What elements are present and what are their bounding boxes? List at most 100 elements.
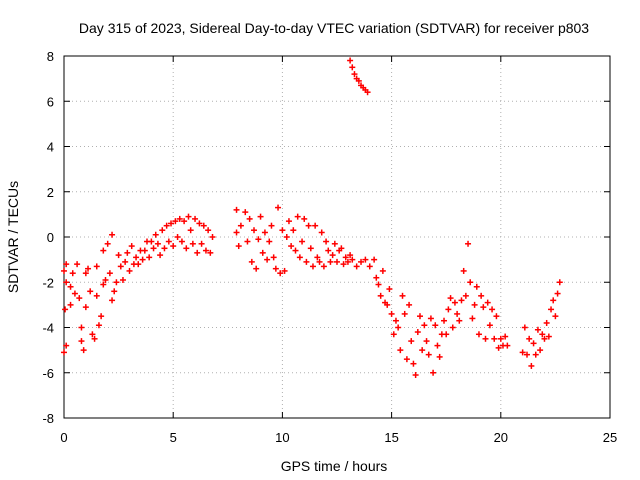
data-point — [434, 342, 441, 349]
data-point — [233, 206, 240, 213]
data-point — [447, 295, 454, 302]
data-point — [364, 89, 371, 96]
data-point — [117, 263, 124, 270]
data-point — [63, 261, 70, 268]
data-point — [403, 356, 410, 363]
data-point — [264, 256, 271, 263]
data-point — [242, 209, 249, 216]
data-point — [414, 329, 421, 336]
data-point — [537, 347, 544, 354]
data-point — [478, 292, 485, 299]
data-point — [471, 301, 478, 308]
x-tick-label: 5 — [170, 430, 177, 445]
data-point — [202, 247, 209, 254]
data-point — [392, 317, 399, 324]
data-point — [545, 333, 552, 340]
data-point — [532, 351, 539, 358]
data-point — [325, 247, 332, 254]
data-point — [124, 249, 131, 256]
data-point — [74, 261, 81, 268]
data-point — [141, 247, 148, 254]
data-point — [543, 319, 550, 326]
data-point — [473, 283, 480, 290]
data-point — [296, 254, 303, 261]
data-point — [458, 297, 465, 304]
data-point — [154, 240, 161, 247]
data-point — [87, 288, 94, 295]
data-point — [181, 218, 188, 225]
data-point — [170, 243, 177, 250]
data-point — [272, 265, 279, 272]
data-point — [244, 238, 251, 245]
data-point — [432, 322, 439, 329]
data-point — [482, 335, 489, 342]
data-point — [344, 258, 351, 265]
data-point — [161, 245, 168, 252]
data-point — [323, 238, 330, 245]
data-point — [480, 304, 487, 311]
y-tick-label: -6 — [42, 366, 54, 381]
data-point — [111, 288, 118, 295]
data-point — [150, 245, 157, 252]
data-point — [410, 360, 417, 367]
data-points — [61, 57, 563, 379]
data-point — [126, 267, 133, 274]
data-point — [285, 218, 292, 225]
data-point — [82, 270, 89, 277]
data-point — [493, 313, 500, 320]
data-point — [366, 263, 373, 270]
data-point — [327, 258, 334, 265]
data-point — [80, 347, 87, 354]
data-point — [128, 243, 135, 250]
x-tick-label: 0 — [60, 430, 67, 445]
data-point — [379, 267, 386, 274]
data-point — [237, 222, 244, 229]
data-point — [248, 258, 255, 265]
data-point — [277, 270, 284, 277]
data-point — [98, 313, 105, 320]
data-point — [401, 310, 408, 317]
data-point — [528, 362, 535, 369]
data-point — [421, 322, 428, 329]
data-point — [63, 342, 70, 349]
data-point — [198, 240, 205, 247]
data-point — [283, 234, 290, 240]
data-point — [257, 213, 264, 220]
axis-tick-labels: 0 5 10 15 20 25 -8 -6 -4 -2 0 2 4 6 8 — [42, 49, 617, 445]
data-point — [312, 222, 319, 229]
data-point — [259, 249, 266, 256]
x-tick-label: 25 — [603, 430, 617, 445]
data-point — [205, 227, 212, 234]
data-point — [465, 240, 472, 247]
data-point — [192, 215, 199, 222]
data-point — [475, 331, 482, 338]
data-point — [61, 349, 67, 356]
data-point — [358, 258, 365, 265]
data-point — [69, 270, 76, 277]
data-point — [355, 77, 362, 84]
data-point — [233, 229, 240, 236]
data-point — [386, 286, 393, 293]
y-tick-label: -2 — [42, 275, 54, 290]
data-point — [530, 340, 537, 347]
data-point — [115, 252, 122, 259]
data-point — [384, 301, 391, 308]
data-point — [301, 215, 308, 222]
data-point — [469, 315, 476, 322]
data-point — [119, 276, 126, 283]
data-point — [185, 213, 192, 220]
data-point — [521, 324, 528, 331]
data-point — [388, 310, 395, 317]
data-point — [314, 254, 321, 261]
data-point — [163, 222, 170, 229]
data-point — [61, 267, 67, 274]
data-point — [390, 331, 397, 338]
data-point — [462, 292, 469, 299]
data-point — [534, 326, 541, 333]
data-point — [550, 297, 557, 304]
data-point — [408, 338, 415, 345]
data-point — [146, 254, 153, 261]
x-tick-label: 15 — [384, 430, 398, 445]
data-point — [279, 227, 286, 234]
data-point — [436, 353, 443, 360]
